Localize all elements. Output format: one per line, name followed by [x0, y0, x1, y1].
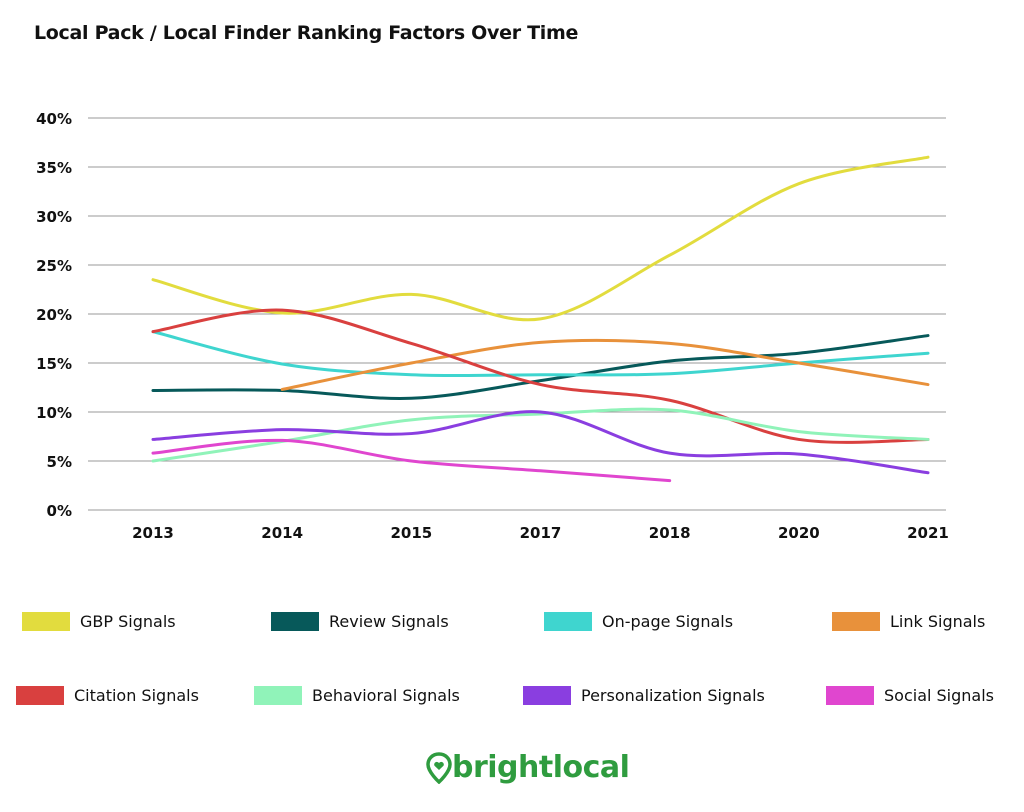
x-tick-label: 2020	[778, 524, 820, 542]
legend-label: GBP Signals	[80, 612, 176, 631]
legend-label: On-page Signals	[602, 612, 734, 631]
series-line-behavioral-signals	[151, 407, 930, 463]
legend-label: Social Signals	[884, 686, 995, 705]
series-line-gbp-signals	[151, 155, 930, 322]
legend-swatch	[826, 686, 874, 705]
series-line-personalization-signals	[151, 410, 930, 475]
brightlocal-logo: brightlocal	[426, 750, 630, 785]
legend-item: Link Signals	[832, 612, 985, 631]
y-tick-label: 25%	[36, 257, 72, 275]
legend-item: Personalization Signals	[523, 686, 765, 705]
chart-title: Local Pack / Local Finder Ranking Factor…	[34, 22, 579, 44]
x-tick-label: 2014	[261, 524, 303, 542]
series-line-review-signals	[151, 334, 930, 400]
y-tick-label: 15%	[36, 355, 72, 373]
legend-label: Link Signals	[890, 612, 986, 631]
legend-label: Personalization Signals	[581, 686, 765, 705]
legend-item: On-page Signals	[544, 612, 733, 631]
legend-swatch	[254, 686, 302, 705]
x-tick-label: 2021	[907, 524, 949, 542]
x-tick-label: 2013	[132, 524, 174, 542]
series-line-social-signals	[151, 438, 672, 483]
legend-item: GBP Signals	[22, 612, 176, 631]
y-tick-label: 40%	[36, 110, 72, 128]
x-tick-label: 2017	[520, 524, 562, 542]
y-tick-label: 35%	[36, 159, 72, 177]
series-line-link-signals	[280, 338, 930, 391]
legend-item: Citation Signals	[16, 686, 199, 705]
legend-swatch	[523, 686, 571, 705]
y-tick-label: 10%	[36, 404, 72, 422]
logo-text: brightlocal	[452, 750, 630, 785]
legend-swatch	[271, 612, 319, 631]
legend-label: Behavioral Signals	[312, 686, 460, 705]
y-tick-label: 5%	[47, 453, 72, 471]
legend-label: Review Signals	[329, 612, 449, 631]
legend-item: Review Signals	[271, 612, 449, 631]
y-tick-label: 0%	[47, 502, 72, 520]
legend-label: Citation Signals	[74, 686, 199, 705]
legend-swatch	[544, 612, 592, 631]
series-line-on-page-signals	[151, 330, 930, 378]
legend-swatch	[16, 686, 64, 705]
legend-swatch	[22, 612, 70, 631]
legend-item: Social Signals	[826, 686, 994, 705]
legend-item: Behavioral Signals	[254, 686, 460, 705]
x-tick-label: 2018	[649, 524, 691, 542]
location-pin-heart-icon	[426, 751, 452, 784]
legend-swatch	[832, 612, 880, 631]
line-chart: 0% 5% 10% 15% 20% 25% 30% 35% 40% 2013 2014 2015 201…	[36, 110, 949, 542]
y-tick-label: 30%	[36, 208, 72, 226]
series-line-citation-signals	[151, 308, 930, 444]
x-tick-label: 2015	[390, 524, 432, 542]
y-tick-label: 20%	[36, 306, 72, 324]
